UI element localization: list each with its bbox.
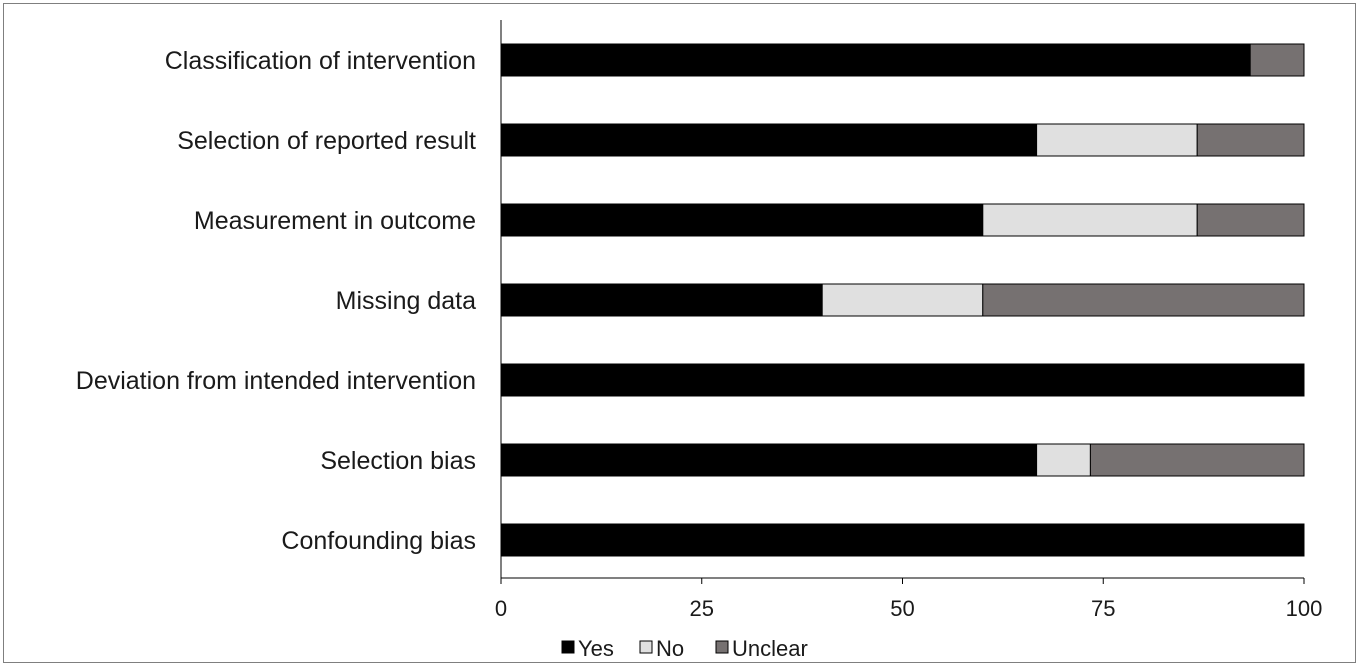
bar-segment-yes — [500, 203, 984, 237]
legend-swatch-unclear — [715, 640, 729, 654]
category-label: Selection of reported result — [177, 127, 476, 155]
x-tick-label: 0 — [495, 596, 507, 621]
category-label: Classification of intervention — [165, 47, 476, 75]
category-label: Selection bias — [320, 447, 476, 475]
bar-segment-unclear — [982, 283, 1305, 317]
x-tick-label: 75 — [1091, 596, 1115, 621]
bar-segment-no — [1036, 123, 1198, 157]
bar-segment-yes — [500, 283, 823, 317]
legend-label-no: No — [656, 636, 684, 661]
x-tick-label: 50 — [890, 596, 914, 621]
bar-segment-no — [1036, 443, 1091, 477]
bar-segment-no — [982, 203, 1198, 237]
bar-segment-yes — [500, 43, 1251, 77]
bar-segment-yes — [500, 443, 1038, 477]
x-tick-label: 25 — [690, 596, 714, 621]
category-label: Confounding bias — [281, 527, 476, 555]
bar-segment-yes — [500, 123, 1038, 157]
bar-segment-no — [821, 283, 984, 317]
legend-swatch-no — [639, 640, 653, 654]
bar-segment-unclear — [1089, 443, 1305, 477]
category-label: Missing data — [336, 287, 476, 315]
legend-swatch-yes — [561, 640, 575, 654]
legend-label-yes: Yes — [578, 636, 614, 661]
bar-segment-yes — [500, 363, 1305, 397]
x-tick-label: 100 — [1286, 596, 1323, 621]
bar-segment-unclear — [1249, 43, 1305, 77]
bar-segment-unclear — [1196, 123, 1305, 157]
bar-segment-unclear — [1196, 203, 1305, 237]
category-label: Measurement in outcome — [194, 207, 476, 235]
legend-label-unclear: Unclear — [732, 636, 808, 661]
bar-segment-yes — [500, 523, 1305, 557]
category-label: Deviation from intended intervention — [76, 367, 476, 395]
